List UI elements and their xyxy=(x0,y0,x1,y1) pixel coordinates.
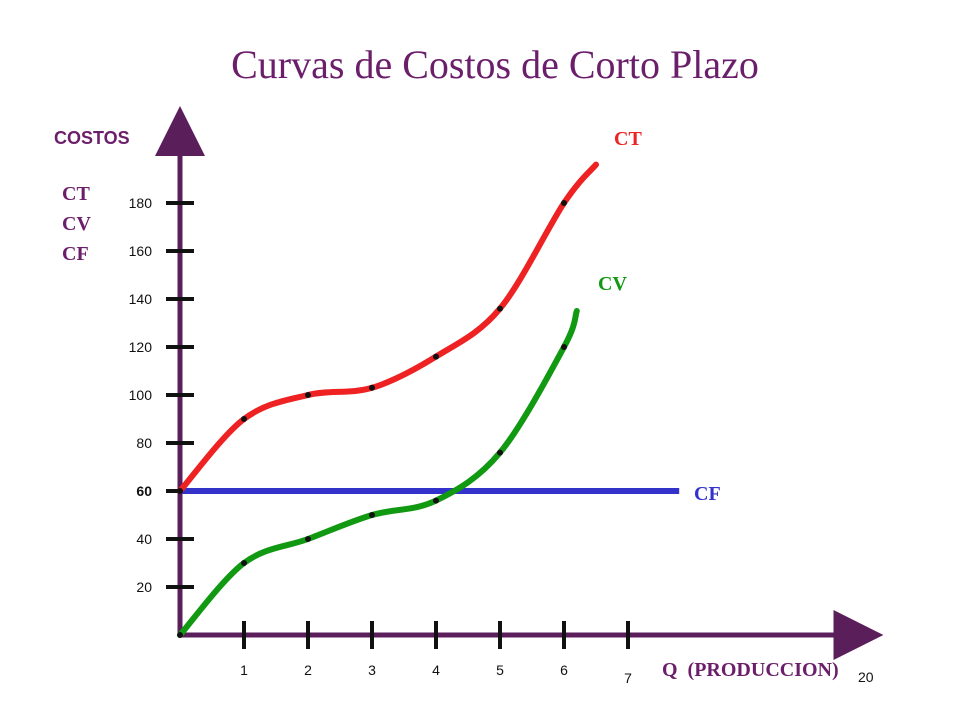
data-point-ct xyxy=(561,200,567,206)
data-point-cv xyxy=(369,512,375,518)
x-axis-label: Q (PRODUCCION) xyxy=(662,659,839,681)
y-axis-series-cv: CV xyxy=(62,213,91,235)
data-point-ct xyxy=(369,384,375,391)
slide-number: 20 xyxy=(858,669,874,685)
data-point-cv xyxy=(561,344,567,350)
y-tick-label: 140 xyxy=(129,291,153,307)
y-axis-series-cf: CF xyxy=(62,243,89,265)
series-line-cv xyxy=(177,308,580,638)
y-tick-label: 180 xyxy=(129,195,153,211)
data-point-ct xyxy=(433,353,439,360)
x-tick-label: 5 xyxy=(496,662,504,678)
chart-title: Curvas de Costos de Corto Plazo xyxy=(231,42,759,87)
y-tick-label: 160 xyxy=(129,243,153,259)
x-tick-label: 7 xyxy=(624,670,632,686)
x-tick-label: 2 xyxy=(304,662,312,678)
y-tick-label: 100 xyxy=(129,387,153,403)
data-point-cv xyxy=(433,497,439,504)
y-tick-label: 80 xyxy=(136,435,152,451)
series-line-ct xyxy=(177,161,599,494)
y-tick-label: 40 xyxy=(136,531,152,547)
chart-plot: 20 40 60 80 100 120 140 160 180 1 2 3 4 5 6 7 CT CV CF xyxy=(129,106,884,686)
data-point-ct xyxy=(305,392,311,398)
x-tick-label: 4 xyxy=(432,662,440,678)
data-point-ct xyxy=(497,305,503,312)
x-tick-label: 3 xyxy=(368,662,376,678)
x-tick-label: 6 xyxy=(560,662,568,678)
y-tick-label: 20 xyxy=(136,579,152,595)
y-axis-series-ct: CT xyxy=(62,183,90,205)
data-point-cv xyxy=(241,560,247,566)
data-point-ct xyxy=(177,488,183,494)
x-tick-label: 1 xyxy=(240,662,248,678)
series-label-cv: CV xyxy=(598,273,627,295)
data-point-cv xyxy=(305,536,311,542)
data-point-cv xyxy=(177,632,183,638)
data-point-ct xyxy=(241,416,247,422)
y-axis-label: COSTOS xyxy=(54,128,130,148)
y-tick-label: 60 xyxy=(136,483,152,499)
data-point-cv xyxy=(497,449,503,456)
series-label-ct: CT xyxy=(614,128,642,150)
y-tick-label: 120 xyxy=(129,339,153,355)
series-label-cf: CF xyxy=(694,483,721,505)
